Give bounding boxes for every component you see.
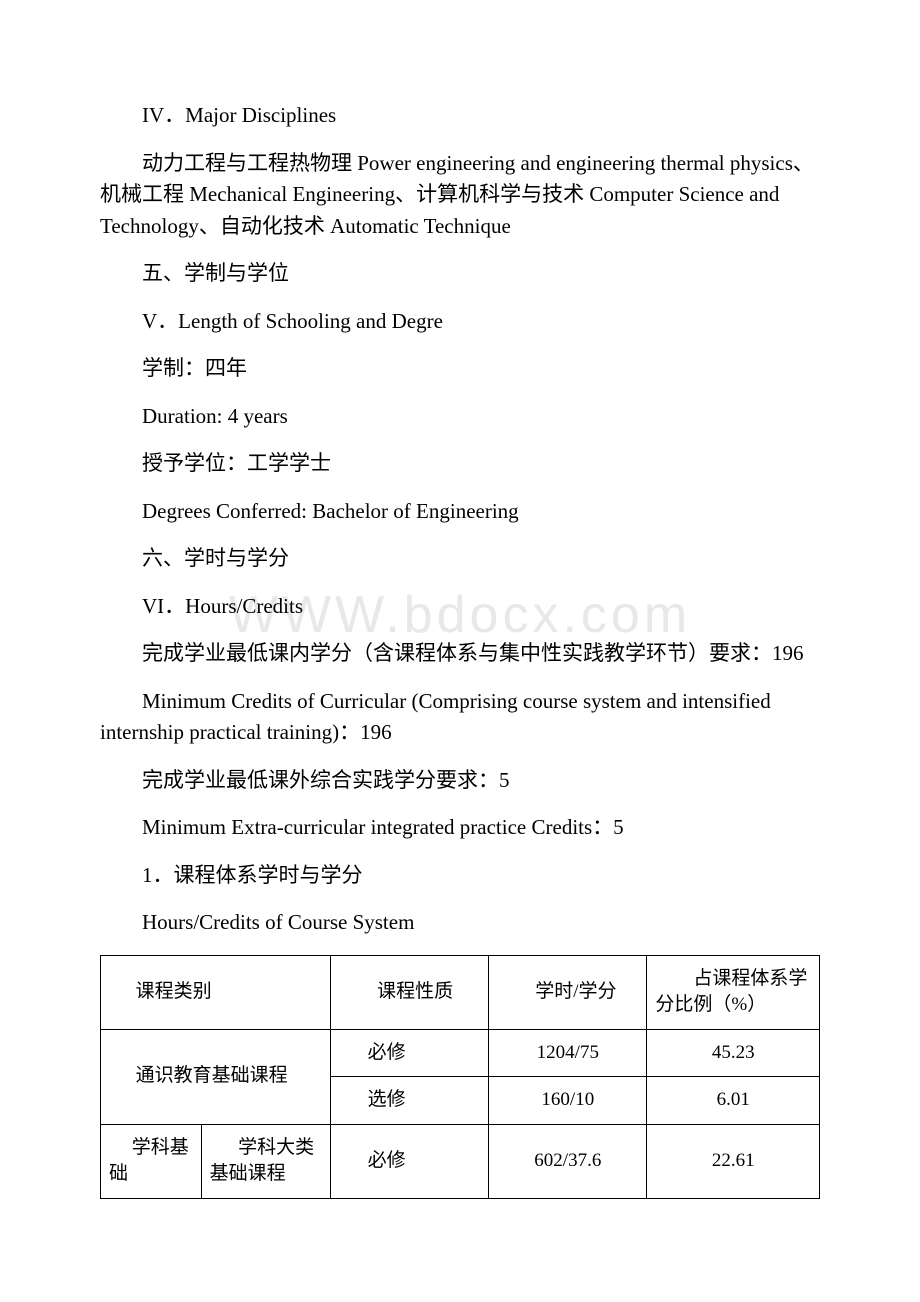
- subsection-1-en: Hours/Credits of Course System: [100, 907, 820, 939]
- cell-nature: 选修: [331, 1077, 489, 1125]
- cell-hours: 602/37.6: [489, 1124, 647, 1198]
- course-credits-table: 课程类别 课程性质 学时/学分 占课程体系学分比例（%） 通识教育基础课程 必修…: [100, 955, 820, 1200]
- cell-nature: 必修: [331, 1124, 489, 1198]
- cell-pct: 22.61: [647, 1124, 820, 1198]
- min-credits-cn: 完成学业最低课内学分（含课程体系与集中性实践教学环节）要求：196: [100, 638, 820, 670]
- min-credits-en: Minimum Credits of Curricular (Comprisin…: [100, 686, 820, 749]
- cell-pct: 6.01: [647, 1077, 820, 1125]
- table-header-row: 课程类别 课程性质 学时/学分 占课程体系学分比例（%）: [101, 955, 820, 1029]
- cell-pct: 45.23: [647, 1029, 820, 1077]
- table-row: 通识教育基础课程 必修 1204/75 45.23: [101, 1029, 820, 1077]
- duration-cn: 学制：四年: [100, 353, 820, 385]
- section-6-heading-cn: 六、学时与学分: [100, 543, 820, 575]
- degree-en: Degrees Conferred: Bachelor of Engineeri…: [100, 496, 820, 528]
- extra-credits-en: Minimum Extra-curricular integrated prac…: [100, 812, 820, 844]
- section-6-heading-en: VI．Hours/Credits: [100, 591, 820, 623]
- degree-cn: 授予学位：工学学士: [100, 448, 820, 480]
- table-row: 学科基础 学科大类基础课程 必修 602/37.6 22.61: [101, 1124, 820, 1198]
- cell-hours: 1204/75: [489, 1029, 647, 1077]
- document-page: IV．Major Disciplines 动力工程与工程热物理 Power en…: [0, 0, 920, 1259]
- duration-en: Duration: 4 years: [100, 401, 820, 433]
- header-category: 课程类别: [101, 955, 331, 1029]
- subsection-1-cn: 1．课程体系学时与学分: [100, 860, 820, 892]
- header-percentage: 占课程体系学分比例（%）: [647, 955, 820, 1029]
- section-5-heading-cn: 五、学制与学位: [100, 258, 820, 290]
- cell-major-base: 学科大类基础课程: [201, 1124, 330, 1198]
- section-4-heading: IV．Major Disciplines: [100, 100, 820, 132]
- cell-nature: 必修: [331, 1029, 489, 1077]
- section-5-heading-en: V．Length of Schooling and Degre: [100, 306, 820, 338]
- cell-category-general: 通识教育基础课程: [101, 1029, 331, 1124]
- extra-credits-cn: 完成学业最低课外综合实践学分要求：5: [100, 765, 820, 797]
- header-hours: 学时/学分: [489, 955, 647, 1029]
- cell-discipline-base: 学科基础: [101, 1124, 202, 1198]
- section-4-body: 动力工程与工程热物理 Power engineering and enginee…: [100, 148, 820, 243]
- header-nature: 课程性质: [331, 955, 489, 1029]
- cell-hours: 160/10: [489, 1077, 647, 1125]
